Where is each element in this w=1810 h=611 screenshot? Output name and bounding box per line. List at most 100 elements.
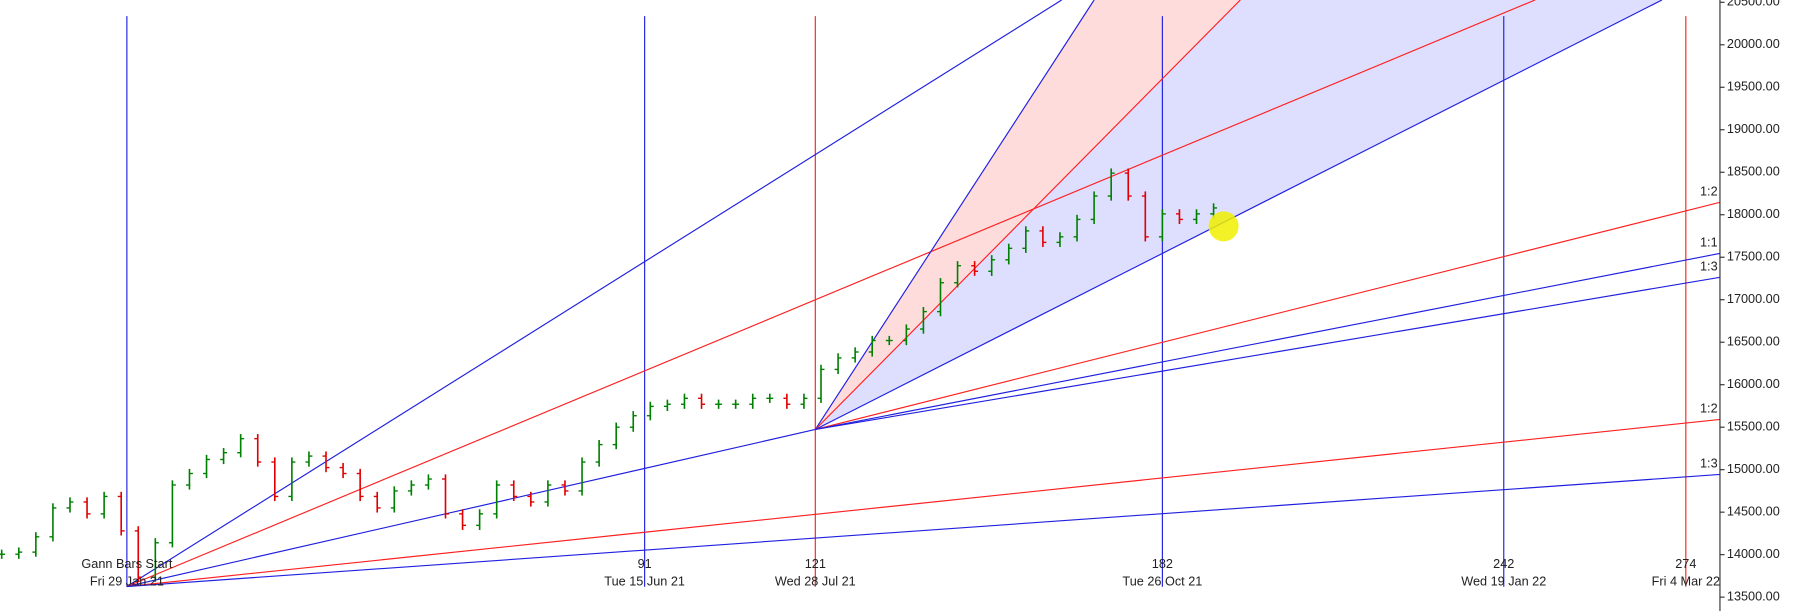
y-tick-label: 16000.00 bbox=[1727, 377, 1780, 391]
price-bar bbox=[254, 434, 262, 467]
price-bar bbox=[954, 261, 962, 288]
y-tick-label: 18000.00 bbox=[1727, 207, 1780, 221]
price-bar bbox=[1056, 232, 1064, 247]
price-bar bbox=[1022, 226, 1030, 253]
price-bar bbox=[220, 448, 228, 465]
price-bar bbox=[919, 306, 927, 334]
fan-line bbox=[815, 252, 1720, 431]
fan-label: 1:2 bbox=[1700, 401, 1718, 415]
fan-label: 1:2 bbox=[1700, 184, 1718, 198]
price-bar bbox=[305, 451, 313, 467]
price-bar bbox=[800, 393, 808, 409]
price-bar bbox=[83, 497, 91, 519]
y-tick-label: 20500.00 bbox=[1727, 0, 1780, 9]
price-bars bbox=[0, 168, 1218, 582]
price-bar bbox=[134, 526, 142, 582]
price-bar bbox=[544, 480, 552, 507]
vertical-date: Tue 15 Jun 21 bbox=[604, 574, 685, 588]
fan-line bbox=[126, 0, 1062, 588]
fan-line bbox=[126, 428, 816, 588]
vertical-index: 121 bbox=[805, 557, 826, 571]
price-bar bbox=[646, 401, 654, 421]
price-bar bbox=[510, 480, 518, 502]
fan-line bbox=[815, 276, 1720, 431]
price-bar bbox=[868, 335, 876, 357]
fan-line bbox=[814, 0, 1095, 430]
price-bar bbox=[578, 457, 586, 496]
price-bar bbox=[100, 491, 108, 519]
y-tick-label: 19000.00 bbox=[1727, 122, 1780, 136]
y-tick-label: 15500.00 bbox=[1727, 420, 1780, 434]
y-tick-label: 19500.00 bbox=[1727, 80, 1780, 94]
price-bar bbox=[117, 491, 125, 536]
price-bar bbox=[561, 480, 569, 496]
price-bar bbox=[32, 532, 40, 557]
y-tick-label: 15000.00 bbox=[1727, 462, 1780, 476]
price-bar bbox=[851, 347, 859, 363]
price-bar bbox=[356, 468, 364, 502]
y-tick-label: 20000.00 bbox=[1727, 37, 1780, 51]
price-bar bbox=[442, 474, 449, 519]
price-bar bbox=[749, 393, 757, 409]
y-tick-label: 14500.00 bbox=[1727, 505, 1780, 519]
price-bar bbox=[203, 454, 210, 479]
vertical-label: Gann Bars Start bbox=[81, 557, 172, 571]
price-bar bbox=[1005, 243, 1013, 265]
price-bar bbox=[66, 497, 74, 513]
price-bar bbox=[1175, 209, 1183, 225]
price-bar bbox=[1158, 209, 1166, 242]
y-tick-label: 18500.00 bbox=[1727, 165, 1780, 179]
price-bar bbox=[151, 538, 159, 582]
price-bar bbox=[1107, 168, 1115, 201]
vertical-date: Wed 28 Jul 21 bbox=[775, 574, 856, 588]
price-bar bbox=[288, 457, 296, 502]
fan-label: 1:3 bbox=[1700, 456, 1718, 470]
fan-line bbox=[126, 473, 1720, 588]
y-tick-label: 17500.00 bbox=[1727, 250, 1780, 264]
price-bar bbox=[1073, 214, 1081, 242]
price-bar bbox=[424, 474, 432, 490]
price-bar bbox=[1090, 191, 1098, 225]
price-bar bbox=[476, 509, 484, 530]
vertical-index: 182 bbox=[1152, 557, 1173, 571]
fan-label: 1:3 bbox=[1700, 259, 1718, 273]
price-bar bbox=[1193, 209, 1200, 225]
price-bar bbox=[1124, 168, 1132, 201]
price-bar bbox=[390, 486, 398, 513]
price-bar bbox=[527, 491, 535, 507]
price-bar bbox=[698, 393, 705, 409]
price-axis: 13500.00 14000.00 14500.00 15000.00 15500.00… bbox=[81, 0, 1779, 604]
price-bar bbox=[49, 503, 57, 542]
price-bar bbox=[766, 393, 774, 403]
y-tick-label: 14000.00 bbox=[1727, 547, 1780, 561]
price-bar bbox=[595, 439, 603, 467]
price-bar bbox=[783, 393, 791, 409]
price-bar bbox=[937, 278, 944, 317]
vertical-date: Fri 4 Mar 22 bbox=[1652, 574, 1720, 588]
price-bar bbox=[629, 411, 637, 432]
price-bar bbox=[1141, 191, 1149, 242]
price-bar bbox=[834, 353, 842, 375]
price-bar bbox=[902, 324, 910, 346]
price-bar bbox=[817, 364, 825, 403]
price-bar bbox=[407, 480, 415, 496]
vertical-index: 91 bbox=[638, 557, 652, 571]
fan-lines bbox=[126, 0, 1720, 588]
price-bar bbox=[459, 509, 467, 530]
vertical-index: 242 bbox=[1493, 557, 1514, 571]
fan-line bbox=[815, 0, 1663, 430]
vertical-index: 274 bbox=[1675, 557, 1696, 571]
fan-line bbox=[126, 418, 1720, 588]
price-bar bbox=[885, 335, 893, 346]
vertical-date: Wed 19 Jan 22 bbox=[1461, 574, 1546, 588]
price-bar bbox=[322, 451, 330, 473]
y-tick-label: 16500.00 bbox=[1727, 335, 1780, 349]
price-bar bbox=[186, 468, 193, 490]
y-tick-label: 13500.00 bbox=[1727, 590, 1780, 604]
fan-line bbox=[815, 201, 1720, 431]
price-bar bbox=[493, 480, 501, 519]
fan-label: 1:1 bbox=[1700, 235, 1718, 249]
price-bar bbox=[732, 399, 740, 409]
price-bar bbox=[373, 491, 381, 513]
